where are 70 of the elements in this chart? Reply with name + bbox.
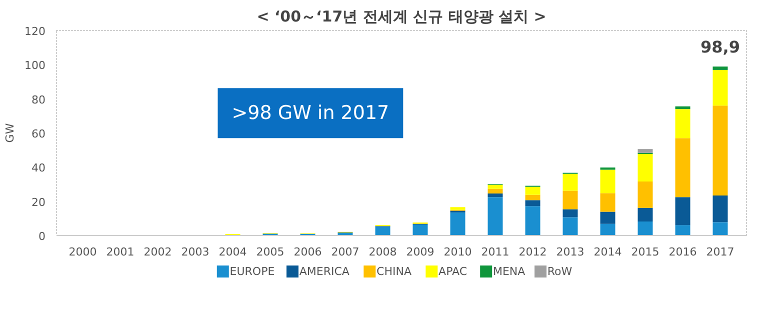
bar: [488, 193, 503, 198]
bar: [562, 174, 578, 191]
bar: [712, 222, 728, 236]
y-tick-label: 120: [24, 25, 46, 38]
legend-label: APAC: [438, 265, 468, 278]
bar: [375, 226, 390, 236]
legend-label: AMERICA: [299, 265, 350, 278]
bar: [562, 217, 578, 236]
bar: [488, 184, 503, 189]
x-tick-label: 2012: [518, 246, 547, 258]
bar: [412, 224, 428, 236]
legend-label: RoW: [547, 265, 572, 278]
bar: [600, 224, 616, 236]
legend-label: EUROPE: [230, 265, 275, 278]
bar: [525, 194, 540, 200]
bar: [488, 197, 503, 236]
bar: [638, 149, 653, 153]
bar: [638, 208, 653, 222]
annotation: 98,9: [700, 38, 740, 57]
x-tick-label: 2000: [68, 246, 97, 258]
y-tick-label: 0: [38, 230, 46, 243]
legend-label: MENA: [492, 265, 526, 278]
y-tick-label: 60: [32, 128, 46, 140]
bar: [675, 225, 690, 236]
bar: [675, 197, 690, 226]
bar: [525, 200, 540, 206]
bar: [488, 188, 503, 194]
y-tick-label: 20: [32, 196, 46, 209]
x-tick-label: 2016: [668, 246, 697, 258]
bar: [450, 207, 466, 210]
y-tick-label: 40: [32, 162, 46, 175]
bar: [675, 106, 690, 110]
bar: [638, 182, 653, 208]
bar: [450, 212, 466, 236]
bar: [675, 109, 690, 138]
x-tick-label: 2008: [368, 246, 397, 258]
bar: [525, 186, 540, 195]
x-tick-label: 2017: [706, 246, 734, 258]
bar: [600, 193, 616, 212]
bar: [675, 138, 690, 198]
y-tick-label: 80: [32, 93, 46, 106]
annotation: >98 GW in 2017: [232, 102, 390, 124]
bar: [712, 196, 728, 222]
x-tick-label: 2004: [218, 246, 247, 258]
bar: [712, 70, 728, 106]
y-axis-title: GW: [4, 123, 17, 143]
x-tick-label: 2013: [556, 246, 584, 258]
chart-title: < ‘00～‘17년 전세계 신규 태양광 설치 >: [256, 8, 546, 26]
x-tick-label: 2011: [481, 246, 510, 258]
bar: [600, 170, 616, 194]
bar: [525, 206, 540, 236]
bar: [638, 154, 653, 182]
x-tick-label: 2015: [631, 246, 660, 258]
x-tick-label: 2007: [331, 246, 360, 258]
x-tick-label: 2002: [144, 246, 172, 258]
x-tick-label: 2001: [106, 246, 134, 258]
legend-label: CHINA: [376, 265, 412, 278]
x-tick-label: 2010: [444, 246, 472, 258]
x-tick-label: 2003: [181, 246, 210, 258]
x-tick-label: 2014: [594, 246, 622, 258]
y-tick-label: 100: [24, 59, 46, 72]
bar: [638, 221, 653, 236]
bar: [712, 66, 728, 70]
x-tick-label: 2006: [294, 246, 322, 258]
x-tick-label: 2009: [406, 246, 434, 258]
x-tick-label: 2005: [256, 246, 284, 258]
bar: [600, 212, 616, 224]
bar: [712, 106, 728, 196]
bar: [562, 190, 578, 210]
bar: [562, 209, 578, 218]
